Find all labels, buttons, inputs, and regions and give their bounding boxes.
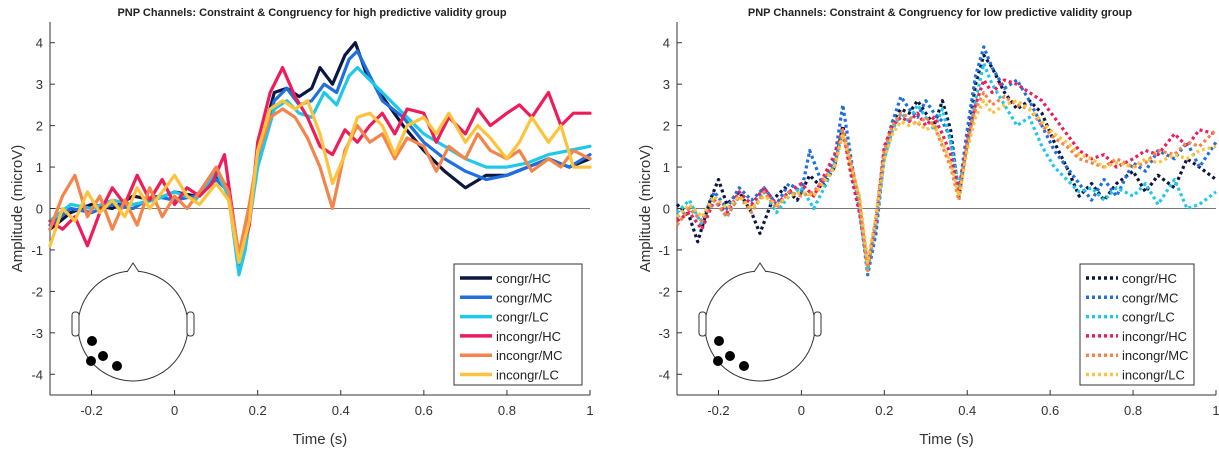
legend-entry: incongr/LC bbox=[1122, 368, 1185, 383]
x-axis-label: Time (s) bbox=[293, 431, 347, 448]
y-tick-label: 0 bbox=[663, 202, 670, 217]
electrode-dot bbox=[714, 336, 724, 346]
legend-entry: incongr/HC bbox=[496, 329, 561, 344]
x-tick-label: 0.8 bbox=[1124, 403, 1142, 418]
y-tick-label: 0 bbox=[36, 202, 43, 217]
series-line-incongr-mc bbox=[675, 90, 1218, 273]
legend-box bbox=[1079, 263, 1195, 386]
series-line-incongr-hc bbox=[676, 78, 1217, 269]
y-tick-label: 2 bbox=[663, 119, 670, 134]
head-map-inset bbox=[698, 262, 822, 382]
y-tick-label: 3 bbox=[663, 77, 670, 92]
nose-shape bbox=[126, 262, 140, 273]
electrode-dot bbox=[739, 361, 749, 371]
electrode-dot bbox=[713, 356, 723, 366]
legend-entry: congr/HC bbox=[1122, 271, 1177, 286]
y-tick-label: -4 bbox=[658, 367, 670, 382]
series-line-incongr-hc bbox=[48, 65, 592, 260]
x-tick-label: 0.6 bbox=[415, 403, 433, 418]
x-axis-label: Time (s) bbox=[919, 431, 973, 448]
legend-entry: congr/MC bbox=[496, 290, 552, 305]
x-tick-label: 0.2 bbox=[875, 403, 893, 418]
series-line-incongr-lc bbox=[48, 99, 592, 264]
legend-entry: congr/MC bbox=[1122, 290, 1178, 305]
chart-legend: congr/HC congr/MC congr/LC incongr/HC incong… bbox=[453, 263, 583, 386]
series-line-incongr-mc bbox=[48, 107, 592, 256]
legend-box bbox=[453, 263, 583, 386]
series-line-congr-mc bbox=[48, 49, 592, 273]
y-tick-label: -2 bbox=[658, 284, 670, 299]
series-line-congr-lc bbox=[48, 65, 592, 277]
y-tick-label: -3 bbox=[658, 326, 670, 341]
chart-title: PNP Channels: Constraint & Congruency fo… bbox=[117, 7, 506, 19]
x-tick-label: 0.8 bbox=[498, 403, 516, 418]
x-tick-label: 0 bbox=[171, 403, 178, 418]
chart-title: PNP Channels: Constraint & Congruency fo… bbox=[748, 7, 1133, 19]
electrode-dot bbox=[86, 356, 96, 366]
legend-entry: congr/LC bbox=[496, 310, 549, 325]
legend-entry: incongr/MC bbox=[1122, 348, 1188, 363]
y-axis-label: Amplitude (microV) bbox=[637, 145, 654, 273]
right-ear-shape bbox=[813, 311, 822, 337]
series-line-congr-hc bbox=[675, 53, 1217, 269]
y-tick-label: 4 bbox=[36, 36, 43, 51]
x-tick-label: 0.4 bbox=[332, 403, 350, 418]
x-tick-label: 0.4 bbox=[958, 403, 976, 418]
legend-entry: congr/HC bbox=[496, 271, 551, 286]
head-map-inset bbox=[71, 262, 195, 382]
nose-shape bbox=[753, 262, 767, 273]
x-tick-label: 0.2 bbox=[249, 403, 267, 418]
electrode-dot bbox=[98, 351, 108, 361]
y-tick-label: -2 bbox=[31, 284, 43, 299]
y-tick-label: -1 bbox=[31, 243, 43, 258]
electrode-dot bbox=[87, 336, 97, 346]
chart-panel-1: PNP Channels: Constraint & Congruency fo… bbox=[9, 7, 594, 448]
left-ear-shape bbox=[698, 311, 707, 337]
x-tick-label: 1 bbox=[586, 403, 593, 418]
y-tick-label: -4 bbox=[31, 367, 43, 382]
legend-entry: incongr/MC bbox=[496, 348, 562, 363]
right-ear-shape bbox=[186, 311, 195, 337]
electrode-dot bbox=[112, 361, 122, 371]
y-tick-label: 1 bbox=[36, 160, 43, 175]
series-line-congr-hc bbox=[48, 41, 592, 264]
y-tick-label: 1 bbox=[663, 160, 670, 175]
x-tick-label: -0.2 bbox=[80, 403, 102, 418]
electrode-dot bbox=[725, 351, 735, 361]
x-tick-label: -0.2 bbox=[707, 403, 729, 418]
y-tick-label: -3 bbox=[31, 326, 43, 341]
y-tick-label: -1 bbox=[658, 243, 670, 258]
chart-panel-2: PNP Channels: Constraint & Congruency fo… bbox=[637, 7, 1219, 448]
x-tick-label: 1 bbox=[1212, 403, 1219, 418]
x-tick-label: 0.6 bbox=[1041, 403, 1059, 418]
legend-entry: incongr/LC bbox=[496, 368, 559, 383]
y-tick-label: 3 bbox=[36, 77, 43, 92]
legend-entry: incongr/HC bbox=[1122, 329, 1187, 344]
series-line-congr-mc bbox=[676, 45, 1218, 277]
y-tick-label: 2 bbox=[36, 119, 43, 134]
legend-entry: congr/LC bbox=[1122, 310, 1175, 325]
x-tick-label: 0 bbox=[798, 403, 805, 418]
y-axis-label: Amplitude (microV) bbox=[9, 145, 26, 273]
y-tick-label: 4 bbox=[663, 36, 670, 51]
series-line-incongr-lc bbox=[675, 99, 1217, 264]
chart-legend: congr/HC congr/MC congr/LC incongr/HC incong… bbox=[1079, 263, 1195, 386]
left-ear-shape bbox=[71, 311, 80, 337]
